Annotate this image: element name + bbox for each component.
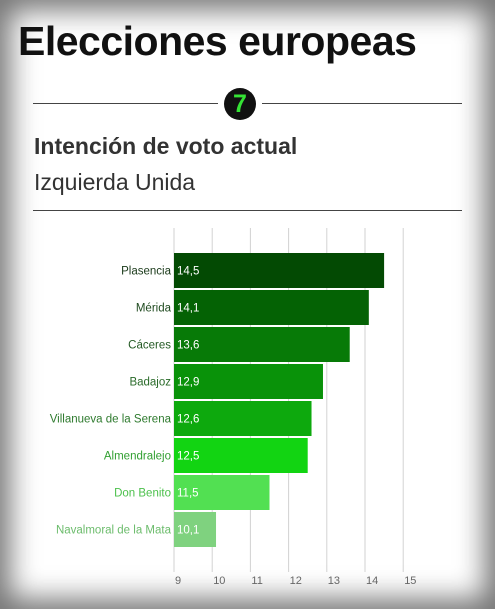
category-label: Navalmoral de la Mata xyxy=(56,525,172,537)
x-axis-ticks: 9 10 11 12 13 14 15 xyxy=(175,575,416,587)
bar-value-label: 12,5 xyxy=(177,451,199,463)
x-tick-label: 9 xyxy=(175,575,181,587)
bar xyxy=(174,327,350,362)
number-badge: 7 xyxy=(224,88,256,120)
x-tick-label: 15 xyxy=(404,575,416,587)
x-tick-label: 12 xyxy=(290,575,302,587)
category-label: Badajoz xyxy=(129,377,171,389)
chart-divider xyxy=(33,210,462,211)
title-divider-left xyxy=(33,103,218,104)
bar xyxy=(174,512,217,547)
title-divider-right xyxy=(262,103,462,104)
bar xyxy=(174,475,270,510)
chart-title: Intención de voto actual xyxy=(34,133,298,159)
category-label: Plasencia xyxy=(121,266,171,278)
bar-value-label: 14,1 xyxy=(177,303,199,315)
chart-bars: 14,5 Plasencia 14,1 Mérida 13,6 Cáceres 12,9 Ba… xyxy=(50,253,385,547)
bar xyxy=(174,401,312,436)
x-tick-label: 14 xyxy=(366,575,378,587)
category-label: Don Benito xyxy=(114,488,171,500)
page-title: Elecciones europeas xyxy=(18,18,417,64)
x-tick-label: 10 xyxy=(213,575,225,587)
bar-value-label: 10,1 xyxy=(177,525,199,537)
category-label: Mérida xyxy=(136,303,172,315)
category-label: Almendralejo xyxy=(104,451,171,463)
bar-value-label: 12,6 xyxy=(177,414,199,426)
bar xyxy=(174,364,323,399)
category-label: Villanueva de la Serena xyxy=(50,414,172,426)
category-label: Cáceres xyxy=(128,340,171,352)
x-tick-label: 13 xyxy=(328,575,340,587)
bar xyxy=(174,438,308,473)
chart-subtitle: Izquierda Unida xyxy=(34,169,196,195)
bar-value-label: 11,5 xyxy=(177,488,199,500)
bar-value-label: 12,9 xyxy=(177,377,199,389)
bar xyxy=(174,290,369,325)
bar-value-label: 14,5 xyxy=(177,266,199,278)
x-tick-label: 11 xyxy=(251,575,262,587)
bar xyxy=(174,253,385,288)
bar-value-label: 13,6 xyxy=(177,340,199,352)
